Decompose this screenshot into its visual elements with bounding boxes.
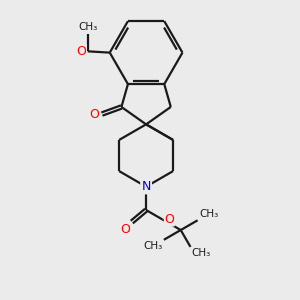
Text: CH₃: CH₃ bbox=[199, 209, 218, 219]
Text: O: O bbox=[120, 224, 130, 236]
Text: O: O bbox=[89, 108, 99, 121]
Text: CH₃: CH₃ bbox=[143, 241, 163, 251]
Text: CH₃: CH₃ bbox=[78, 22, 97, 32]
Text: CH₃: CH₃ bbox=[192, 248, 211, 258]
Text: O: O bbox=[164, 213, 174, 226]
Text: O: O bbox=[76, 45, 86, 58]
Text: N: N bbox=[141, 180, 151, 193]
